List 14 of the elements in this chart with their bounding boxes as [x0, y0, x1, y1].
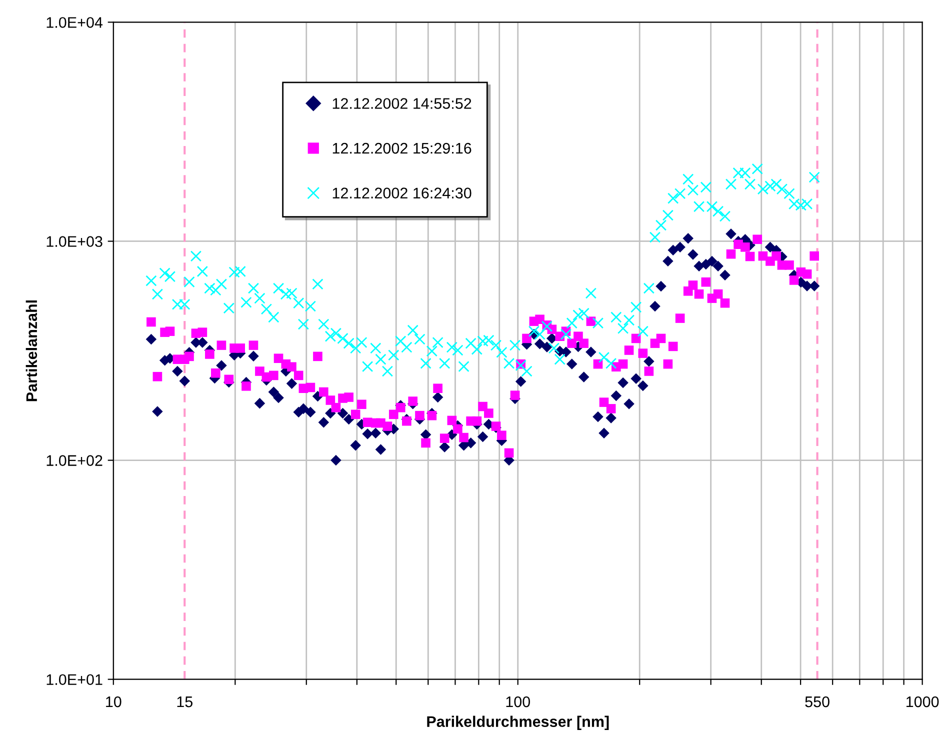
y-tick-label: 1.0E+04	[46, 17, 103, 28]
legend-label: 12.12.2002 16:24:30	[332, 188, 472, 199]
legend-label: 12.12.2002 15:29:16	[332, 142, 472, 154]
y-tick-label: 1.0E+01	[46, 674, 102, 686]
ref-line-label: 550	[805, 696, 830, 708]
x-axis-title: Parikeldurchmesser [nm]	[427, 716, 609, 730]
y-axis-title: Partikelanzahl	[26, 300, 38, 402]
ref-line-label: 15	[177, 696, 192, 708]
y-tick-label: 1.0E+03	[46, 236, 102, 247]
y-tick-label: 1.0E+02	[46, 455, 102, 466]
x-tick-label: 1000	[906, 696, 939, 708]
legend-label: 12.12.2002 14:55:52	[332, 98, 472, 109]
x-tick-label: 100	[506, 696, 530, 708]
x-tick-label: 10	[106, 696, 122, 708]
